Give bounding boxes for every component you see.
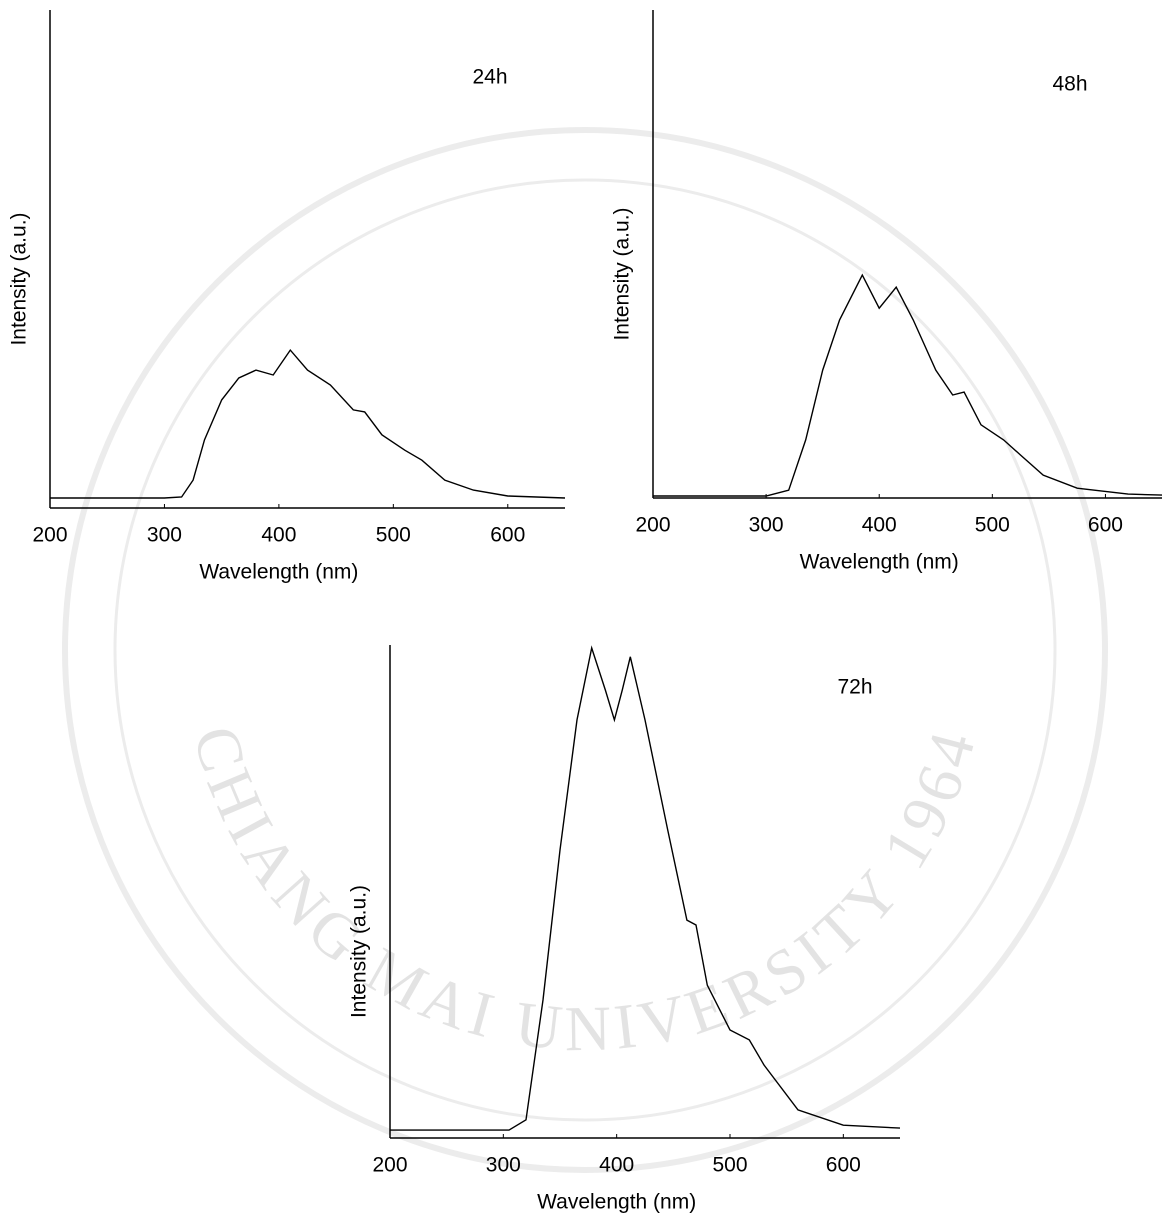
x-tick-label: 200 — [32, 524, 67, 547]
x-axis-label: Wavelength (nm) — [800, 551, 959, 574]
y-axis-label: Intensity (a.u.) — [611, 207, 634, 340]
x-tick-label: 200 — [635, 514, 670, 537]
spectrum-line — [50, 350, 565, 498]
x-tick-label: 400 — [862, 514, 897, 537]
x-tick-label: 600 — [826, 1154, 861, 1177]
x-tick-label: 400 — [599, 1154, 634, 1177]
annotation: 48h — [1052, 73, 1087, 96]
y-axis-label: Intensity (a.u.) — [348, 885, 371, 1018]
x-tick-label: 600 — [1088, 514, 1123, 537]
x-tick-label: 300 — [486, 1154, 521, 1177]
x-tick-label: 500 — [975, 514, 1010, 537]
annotation: 72h — [837, 676, 872, 699]
x-tick-label: 300 — [749, 514, 784, 537]
figure: CHIANG MAI UNIVERSITY 1964 200 300 400 500 6… — [0, 0, 1171, 1220]
x-tick-label: 500 — [712, 1154, 747, 1177]
x-tick-label: 300 — [147, 524, 182, 547]
x-tick-label: 600 — [490, 524, 525, 547]
y-axis-label: Intensity (a.u.) — [8, 212, 31, 345]
x-axis-label: Wavelength (nm) — [199, 561, 358, 584]
watermark: CHIANG MAI UNIVERSITY 1964 — [180, 719, 990, 1065]
watermark-text: CHIANG MAI UNIVERSITY 1964 — [180, 719, 990, 1065]
x-axis-label: Wavelength (nm) — [537, 1191, 696, 1214]
annotation: 24h — [472, 66, 507, 89]
x-tick-label: 400 — [261, 524, 296, 547]
x-tick-label: 500 — [376, 524, 411, 547]
spectrum-line — [653, 275, 1162, 496]
x-tick-label: 200 — [372, 1154, 407, 1177]
